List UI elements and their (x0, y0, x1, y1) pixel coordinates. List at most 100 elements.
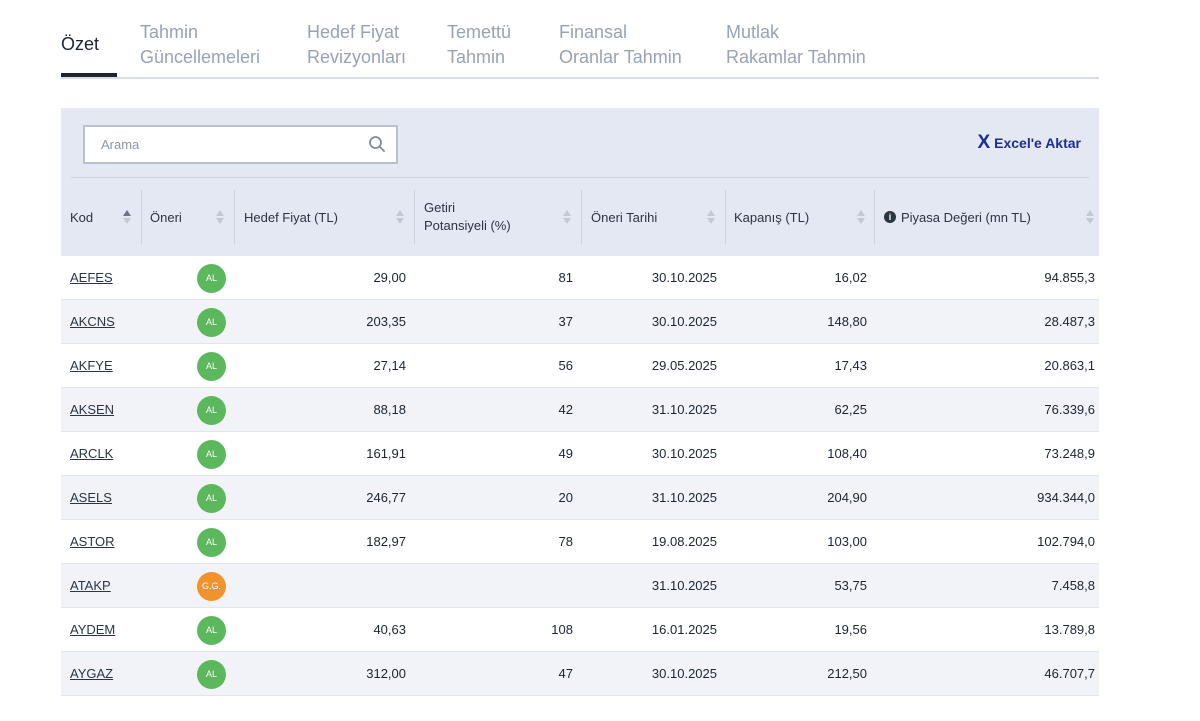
tab-temettu-tahmin[interactable]: Temettü Tahmin (447, 20, 511, 70)
recommendation-badge: AL (197, 352, 226, 381)
tab-finansal-oranlar-tahmin[interactable]: Finansal Oranlar Tahmin (559, 20, 682, 70)
recommendation-date-cell: 30.10.2025 (651, 446, 717, 461)
recommendation-date-cell: 31.10.2025 (651, 578, 717, 593)
tab-label: Hedef Fiyat (307, 22, 400, 42)
stock-code-link[interactable]: ATAKP (70, 578, 111, 593)
column-header-getiri-potansiyeli[interactable]: Getiri Potansiyeli (%) (424, 190, 564, 244)
recommendation-badge: AL (197, 484, 226, 513)
search-input[interactable] (101, 127, 351, 162)
search-icon[interactable] (368, 135, 386, 153)
stock-code-link[interactable]: AEFES (70, 270, 113, 285)
column-header-kod[interactable]: Kod (70, 190, 130, 244)
recommendation-badge: AL (197, 528, 226, 557)
table-row[interactable]: AYDEM AL 40,63 108 16.01.2025 19,56 13.789,8 (61, 608, 1099, 652)
close-price-cell: 212,50 (827, 666, 867, 681)
column-separator (725, 190, 726, 244)
tab-label: Güncellemeleri (140, 47, 261, 67)
stock-code-link[interactable]: AKCNS (70, 314, 115, 329)
return-potential-cell: 47 (558, 666, 573, 681)
excel-icon: X (977, 132, 991, 153)
column-header-label: Getiri (424, 200, 456, 215)
tab-label: Finansal (559, 22, 628, 42)
return-potential-cell: 78 (558, 534, 573, 549)
search-box (83, 125, 398, 164)
active-tab-indicator (61, 73, 117, 77)
recommendation-badge: AL (197, 308, 226, 337)
recommendation-badge: AL (197, 616, 226, 645)
stock-code-link[interactable]: ASTOR (70, 534, 115, 549)
column-header-oneri[interactable]: Öneri (150, 190, 220, 244)
sort-ascending-icon[interactable] (123, 210, 131, 224)
tab-label: Revizyonları (307, 47, 407, 67)
column-separator (581, 190, 582, 244)
stock-code-link[interactable]: AKSEN (70, 402, 115, 417)
market-cap-cell: 46.707,7 (1044, 666, 1095, 681)
target-price-cell: 203,35 (366, 314, 406, 329)
market-cap-cell: 934.344,0 (1037, 490, 1095, 505)
table-row[interactable]: AYGAZ AL 312,00 47 30.10.2025 212,50 46.707,7 (61, 652, 1099, 696)
close-price-cell: 103,00 (827, 534, 867, 549)
sort-icon[interactable] (707, 210, 715, 224)
tab-label: Oranlar Tahmin (559, 47, 682, 67)
export-excel-label: Excel'e Aktar (994, 135, 1081, 151)
sort-icon[interactable] (1086, 210, 1094, 224)
table-row[interactable]: ASTOR AL 182,97 78 19.08.2025 103,00 102.794,0 (61, 520, 1099, 564)
table-row[interactable]: AKSEN AL 88,18 42 31.10.2025 62,25 76.339,6 (61, 388, 1099, 432)
table-row[interactable]: AKFYE AL 27,14 56 29.05.2025 17,43 20.863,1 (61, 344, 1099, 388)
tab-ozet[interactable]: Özet (61, 32, 99, 57)
column-separator (414, 190, 415, 244)
recommendation-date-cell: 16.01.2025 (651, 622, 717, 637)
market-cap-cell: 28.487,3 (1044, 314, 1095, 329)
tab-mutlak-rakamlar-tahmin[interactable]: Mutlak Rakamlar Tahmin (726, 20, 866, 70)
recommendation-badge: AL (197, 396, 226, 425)
column-separator (874, 190, 875, 244)
stock-code-link[interactable]: AYGAZ (70, 666, 114, 681)
table-row[interactable]: AEFES AL 29,00 81 30.10.2025 16,02 94.855,3 (61, 256, 1099, 300)
market-cap-cell: 76.339,6 (1044, 402, 1095, 417)
recommendation-date-cell: 19.08.2025 (651, 534, 717, 549)
return-potential-cell: 37 (558, 314, 573, 329)
stock-code-link[interactable]: AKFYE (70, 358, 113, 373)
return-potential-cell: 108 (551, 622, 573, 637)
tab-label: Temettü (447, 22, 512, 42)
table-row[interactable]: ATAKP G.G. 31.10.2025 53,75 7.458,8 (61, 564, 1099, 608)
return-potential-cell: 20 (558, 490, 573, 505)
return-potential-cell: 42 (558, 402, 573, 417)
target-price-cell: 40,63 (373, 622, 406, 637)
close-price-cell: 148,80 (827, 314, 867, 329)
market-cap-cell: 20.863,1 (1044, 358, 1095, 373)
column-header-piyasa-degeri[interactable]: i Piyasa Değeri (mn TL) (884, 190, 1074, 244)
column-header-kapanis[interactable]: Kapanış (TL) (734, 190, 854, 244)
target-price-cell: 312,00 (366, 666, 406, 681)
table-row[interactable]: ARCLK AL 161,91 49 30.10.2025 108,40 73.248,9 (61, 432, 1099, 476)
tab-hedef-fiyat-revizyonlari[interactable]: Hedef Fiyat Revizyonları (307, 20, 406, 70)
close-price-cell: 108,40 (827, 446, 867, 461)
column-header-hedef-fiyat[interactable]: Hedef Fiyat (TL) (244, 190, 394, 244)
stock-code-link[interactable]: ASELS (70, 490, 112, 505)
tab-label: Mutlak (726, 22, 780, 42)
tab-bar: Özet Tahmin Güncellemeleri Hedef Fiyat R… (61, 0, 1099, 79)
column-header-oneri-tarihi[interactable]: Öneri Tarihi (591, 190, 711, 244)
target-price-cell: 29,00 (373, 270, 406, 285)
tab-tahmin-guncellemeleri[interactable]: Tahmin Güncellemeleri (140, 20, 260, 70)
recommendation-badge: AL (197, 440, 226, 469)
sort-icon[interactable] (857, 210, 865, 224)
sort-icon[interactable] (396, 210, 404, 224)
info-icon[interactable]: i (884, 211, 896, 223)
column-header-label: Piyasa Değeri (mn TL) (901, 209, 1031, 225)
recommendation-date-cell: 31.10.2025 (651, 490, 717, 505)
target-price-cell: 161,91 (366, 446, 406, 461)
target-price-cell: 88,18 (373, 402, 406, 417)
stock-code-link[interactable]: AYDEM (70, 622, 116, 637)
close-price-cell: 53,75 (834, 578, 867, 593)
market-cap-cell: 102.794,0 (1037, 534, 1095, 549)
table-row[interactable]: AKCNS AL 203,35 37 30.10.2025 148,80 28.487,3 (61, 300, 1099, 344)
sort-icon[interactable] (216, 210, 224, 224)
sort-icon[interactable] (563, 210, 571, 224)
table-row[interactable]: ASELS AL 246,77 20 31.10.2025 204,90 934.344,0 (61, 476, 1099, 520)
return-potential-cell: 56 (558, 358, 573, 373)
stock-code-link[interactable]: ARCLK (70, 446, 114, 461)
target-price-cell: 27,14 (373, 358, 406, 373)
export-excel-button[interactable]: X Excel'e Aktar (977, 132, 1081, 153)
column-separator (141, 190, 142, 244)
